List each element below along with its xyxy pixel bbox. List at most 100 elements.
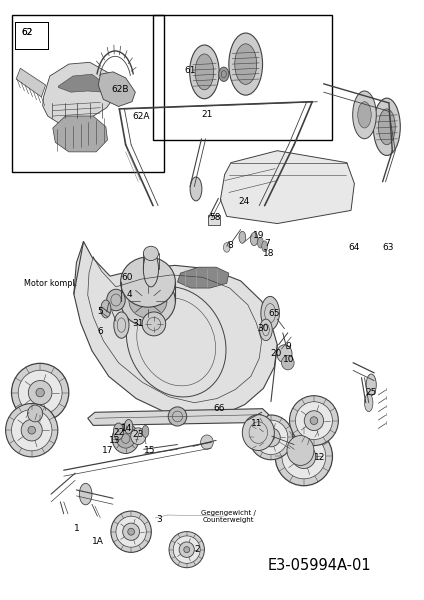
Ellipse shape [373,98,400,155]
Ellipse shape [239,232,245,243]
Polygon shape [98,72,135,107]
Ellipse shape [179,542,194,557]
Text: 9: 9 [285,342,291,351]
Ellipse shape [365,394,373,412]
Text: 20: 20 [271,349,282,358]
Ellipse shape [287,436,314,466]
Bar [15,22,48,49]
Text: 23: 23 [133,430,144,439]
Polygon shape [220,151,354,224]
Ellipse shape [277,345,292,363]
Polygon shape [74,241,277,418]
Text: 58: 58 [209,213,221,222]
Text: 1A: 1A [92,538,104,547]
Ellipse shape [79,484,92,505]
Ellipse shape [28,380,52,404]
Ellipse shape [116,429,135,448]
Text: 18: 18 [263,249,275,258]
Polygon shape [178,267,229,288]
Ellipse shape [168,407,187,426]
Ellipse shape [250,233,258,245]
Polygon shape [58,74,105,92]
Ellipse shape [190,177,202,201]
Ellipse shape [219,67,229,82]
Text: 65: 65 [268,308,280,317]
Text: 6: 6 [98,326,103,335]
Ellipse shape [223,242,230,252]
Ellipse shape [259,319,272,341]
Bar [153,14,332,140]
Ellipse shape [282,434,326,479]
Ellipse shape [124,419,133,434]
Ellipse shape [28,405,43,422]
Text: 5: 5 [98,307,103,316]
Ellipse shape [254,420,288,455]
Text: 10: 10 [283,355,294,364]
Text: Gegengewicht /
Counterweight: Gegengewicht / Counterweight [201,509,255,523]
Text: 1: 1 [73,524,79,533]
Ellipse shape [184,547,190,553]
Ellipse shape [304,411,324,431]
Ellipse shape [169,532,204,568]
Ellipse shape [353,91,376,139]
Text: E3-05994A-01: E3-05994A-01 [268,558,371,573]
Text: 17: 17 [102,446,113,455]
Text: 22: 22 [113,428,124,437]
Ellipse shape [120,276,176,326]
Text: 24: 24 [238,197,249,206]
Ellipse shape [143,251,159,287]
Ellipse shape [249,415,293,460]
Bar [12,14,164,172]
Text: Motor kompl.: Motor kompl. [25,279,78,288]
Ellipse shape [378,109,395,145]
Ellipse shape [6,404,58,457]
Ellipse shape [195,54,214,90]
Ellipse shape [292,445,315,469]
Ellipse shape [243,415,274,451]
Polygon shape [88,409,269,425]
Ellipse shape [142,312,166,336]
Ellipse shape [229,33,262,95]
Bar [208,215,220,226]
Ellipse shape [173,536,200,563]
Ellipse shape [201,435,213,449]
Bar [15,22,48,49]
Ellipse shape [366,374,376,395]
Text: 7: 7 [264,239,270,248]
Ellipse shape [116,516,146,547]
Text: 31: 31 [133,319,144,328]
Ellipse shape [28,427,36,434]
Ellipse shape [296,402,332,440]
Ellipse shape [262,241,268,251]
Ellipse shape [18,370,62,415]
Text: 11: 11 [251,419,262,428]
Ellipse shape [120,257,176,307]
Text: 3: 3 [156,515,162,524]
Text: 12: 12 [314,452,325,461]
Text: 30: 30 [258,324,269,333]
Ellipse shape [111,511,151,553]
Ellipse shape [21,419,42,441]
Ellipse shape [131,428,146,445]
Ellipse shape [282,356,294,370]
Polygon shape [53,116,108,152]
Ellipse shape [257,237,263,248]
Text: 62: 62 [21,28,32,37]
Ellipse shape [300,452,308,461]
Text: 64: 64 [349,243,360,252]
Text: 14: 14 [121,424,133,433]
Text: 60: 60 [121,273,133,282]
Text: 63: 63 [382,243,394,252]
Polygon shape [43,62,115,127]
Ellipse shape [275,427,332,486]
Text: 61: 61 [184,65,196,74]
Text: 66: 66 [214,404,225,413]
Ellipse shape [235,44,257,85]
Ellipse shape [143,246,159,260]
Ellipse shape [11,364,69,422]
Ellipse shape [261,296,279,330]
Polygon shape [16,68,46,97]
Text: 62A: 62A [132,112,150,121]
Text: 4: 4 [127,290,133,299]
Ellipse shape [11,410,52,451]
